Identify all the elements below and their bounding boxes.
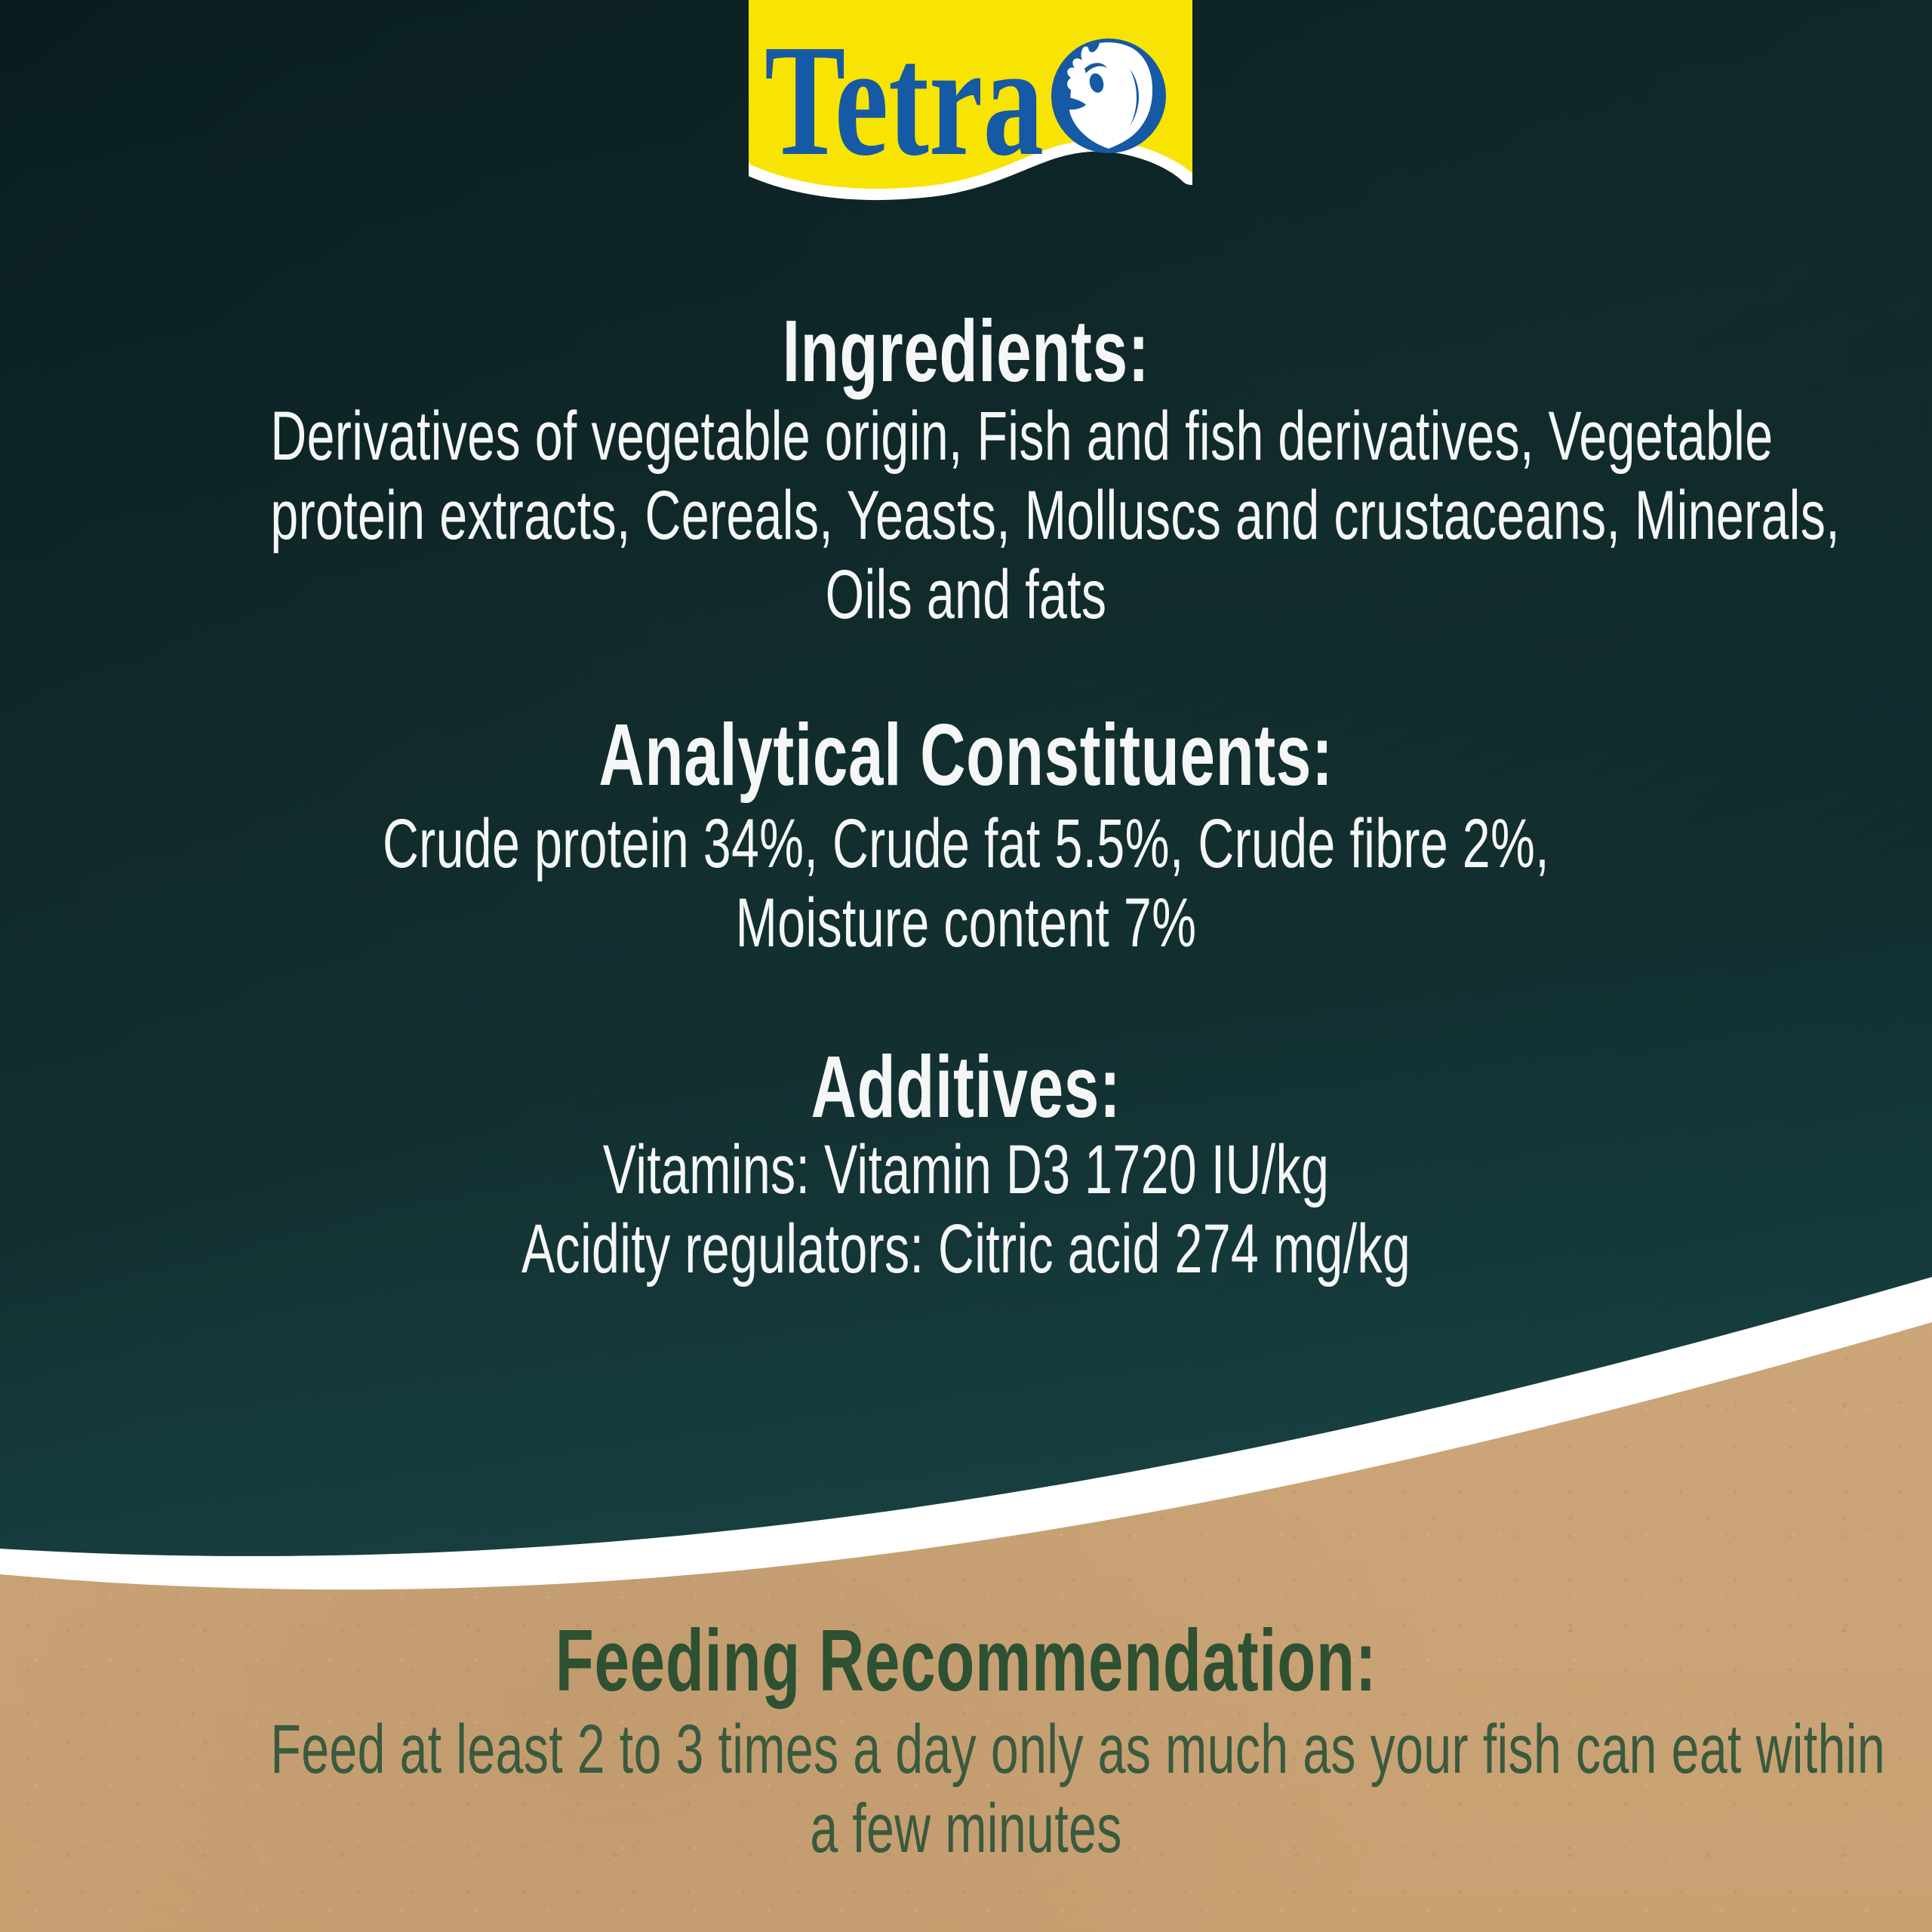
- feeding-title: Feeding Recommendation:: [555, 1611, 1377, 1709]
- ingredients-line: protein extracts, Cereals, Yeasts, Mollu…: [270, 477, 1840, 554]
- additives-line: Acidity regulators: Citric acid 274 mg/k…: [521, 1211, 1411, 1287]
- section-analytical-body: Crude protein 34%, Crude fat 5.5%, Crude…: [0, 804, 1932, 963]
- section-feeding-body: Feed at least 2 to 3 times a day only as…: [0, 1710, 1932, 1869]
- section-ingredients-body: Derivatives of vegetable origin, Fish an…: [0, 397, 1932, 635]
- brand-wordmark: Tetra: [764, 11, 1044, 189]
- section-feeding: Feeding Recommendation:: [0, 1615, 1932, 1706]
- section-additives-body: Vitamins: Vitamin D3 1720 IU/kg Acidity …: [0, 1131, 1932, 1289]
- section-additives: Additives:: [0, 1041, 1932, 1132]
- fish-head-icon: [1051, 38, 1166, 153]
- feeding-line: Feed at least 2 to 3 times a day only as…: [270, 1711, 1886, 1788]
- section-analytical: Analytical Constituents:: [0, 709, 1932, 800]
- additives-line: Vitamins: Vitamin D3 1720 IU/kg: [602, 1131, 1330, 1208]
- tetra-logo: Tetra: [749, 0, 1192, 201]
- feeding-line: a few minutes: [810, 1790, 1122, 1867]
- ingredients-title: Ingredients:: [782, 302, 1150, 400]
- teal-panel-with-curve-divider: [0, 0, 1932, 1590]
- additives-title: Additives:: [811, 1038, 1121, 1136]
- analytical-title: Analytical Constituents:: [598, 706, 1334, 804]
- ingredients-line: Derivatives of vegetable origin, Fish an…: [270, 398, 1774, 475]
- curve-divider-white-band: [0, 1277, 1932, 1590]
- analytical-line: Moisture content 7%: [735, 884, 1197, 961]
- analytical-line: Crude protein 34%, Crude fat 5.5%, Crude…: [382, 805, 1550, 882]
- ingredients-line: Oils and fats: [825, 556, 1107, 633]
- section-ingredients: Ingredients:: [0, 306, 1932, 397]
